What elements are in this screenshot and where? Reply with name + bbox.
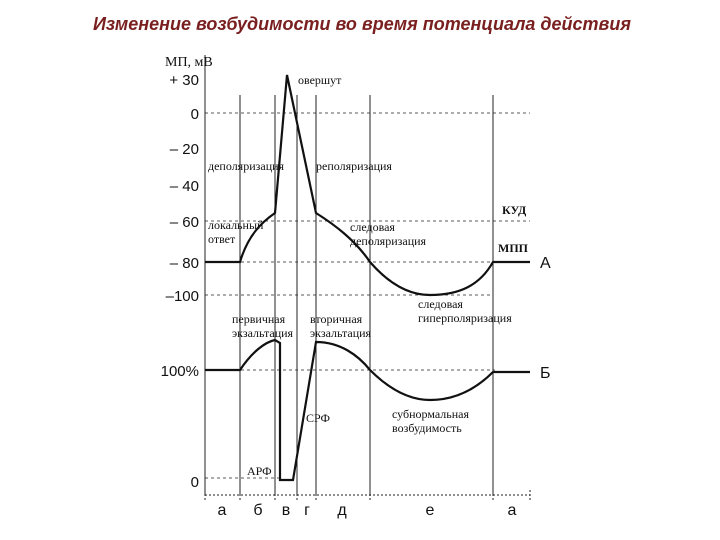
- phase-label: е: [426, 502, 435, 519]
- annotation: КУД: [502, 203, 527, 217]
- annotation: экзальтация: [232, 326, 294, 340]
- potential-tick: – 40: [170, 178, 199, 195]
- phase-label: в: [282, 502, 291, 519]
- excitability-curve: [205, 338, 530, 482]
- annotation: возбудимость: [392, 421, 462, 435]
- phase-label: а: [218, 502, 227, 519]
- potential-tick: –100: [166, 288, 199, 305]
- curve-label: А: [540, 255, 551, 272]
- axes: [204, 55, 531, 500]
- annotation: деполяризация: [350, 234, 427, 248]
- potential-tick: + 30: [169, 72, 199, 89]
- annotation: вторичная: [310, 312, 363, 326]
- annotation: АРФ: [247, 464, 272, 478]
- annotation: первичная: [232, 312, 286, 326]
- phase-label: а: [508, 502, 517, 519]
- action-potential-curve: [205, 74, 530, 297]
- potential-tick: – 60: [170, 214, 199, 231]
- potential-tick: 0: [191, 106, 199, 123]
- annotation: гиперполяризация: [418, 311, 512, 325]
- excitability-tick: 100%: [161, 363, 199, 380]
- annotation: следовая: [418, 297, 463, 311]
- annotation: субнормальная: [392, 407, 470, 421]
- title: Изменение возбудимости во время потенциа…: [93, 14, 631, 34]
- potential-tick: – 20: [170, 141, 199, 158]
- annotation: экзальтация: [310, 326, 372, 340]
- annotation: МПП: [498, 241, 529, 255]
- potential-tick: – 80: [170, 255, 199, 272]
- axis-label: МП, мВ: [165, 55, 213, 70]
- annotation: следовая: [350, 220, 395, 234]
- annotation: локальный: [208, 218, 264, 232]
- annotation: реполяризация: [316, 159, 392, 173]
- phase-label: д: [337, 502, 347, 519]
- phase-label: б: [253, 502, 262, 519]
- annotation: ответ: [208, 232, 236, 246]
- phase-label: г: [304, 502, 310, 519]
- annotation: деполяризация: [208, 159, 285, 173]
- annotation: СРФ: [306, 411, 330, 425]
- annotation: овершут: [298, 73, 342, 87]
- curve-label: Б: [540, 365, 551, 382]
- excitability-tick: 0: [191, 474, 199, 491]
